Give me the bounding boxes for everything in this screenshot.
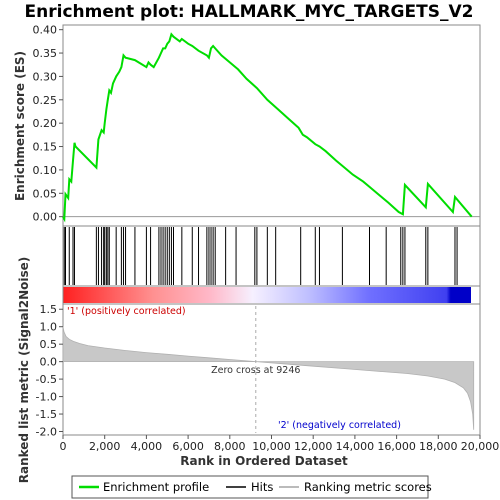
enrichment-profile-line: [62, 32, 473, 223]
ranked-metric-y-tick-label: -1.5: [36, 408, 57, 421]
enrichment-profile-series: [62, 32, 473, 223]
legend: Enrichment profile Hits Ranking metric s…: [71, 475, 432, 499]
ranked-metric-panel: 1.5 1.0 0.5 0.0 -0.5 -1.0 -1.5 -2.0 0 2,000 4,000…: [17, 257, 499, 484]
hits-panel: [62, 225, 481, 287]
zero-cross-label: Zero cross at 9246: [211, 365, 300, 376]
ranked-metric-x-ticks: 0 2,000 4,000 6,000 8,000 10,000 12,000 14,000 1…: [60, 435, 500, 453]
enrichment-y-tick-label: 0.35: [33, 47, 58, 60]
hit-markers: [63, 227, 458, 285]
ranked-metric-y-tick-label: -1.0: [36, 391, 57, 404]
x-tick-label: 10,000: [252, 440, 291, 453]
enrichment-y-tick-label: 0.30: [33, 70, 58, 83]
enrichment-y-tick-label: 0.05: [33, 187, 58, 200]
x-tick-label: 4,000: [131, 440, 163, 453]
ranked-metric-y-ticks: 1.5 1.0 0.5 0.0 -0.5 -1.0 -1.5 -2.0: [36, 303, 63, 439]
enrichment-y-axis-label: Enrichment score (ES): [13, 51, 27, 201]
ranked-metric-y-tick-label: 0.0: [40, 356, 58, 369]
enrichment-y-ticks: 0.00 0.05 0.10 0.15 0.20 0.25 0.30 0.35 0.40: [33, 24, 63, 224]
enrichment-panel: 0.00 0.05 0.10 0.15 0.20 0.25 0.30 0.35 0.40 Enr…: [13, 24, 481, 227]
x-tick-label: 12,000: [294, 440, 333, 453]
hits-plot-frame: [62, 225, 481, 287]
legend-frame: [71, 475, 429, 499]
ranked-metric-y-tick-label: 1.5: [40, 303, 58, 316]
enrichment-y-tick-label: 0.20: [33, 117, 58, 130]
negative-correlated-label: '2' (negatively correlated): [278, 420, 401, 431]
x-tick-label: 18,000: [419, 440, 458, 453]
enrichment-plot-frame: [62, 24, 481, 227]
x-tick-label: 2,000: [89, 440, 121, 453]
legend-enrichment-profile-label: Enrichment profile: [103, 480, 209, 494]
x-axis-label: Rank in Ordered Dataset: [180, 454, 348, 468]
rank-gradient-bar: [63, 287, 471, 303]
ranked-metric-y-tick-label: 1.0: [40, 321, 58, 334]
x-tick-label: 0: [60, 440, 67, 453]
x-tick-label: 8,000: [214, 440, 246, 453]
ranked-metric-y-axis-label: Ranked list metric (Signal2Noise): [17, 257, 31, 484]
x-tick-label: 6,000: [172, 440, 204, 453]
legend-ranking-metric-label: Ranking metric scores: [304, 480, 432, 494]
ranked-metric-y-tick-label: -2.0: [36, 426, 57, 439]
x-tick-label: 16,000: [377, 440, 416, 453]
legend-hits-label: Hits: [251, 480, 273, 494]
ranked-metric-y-tick-label: 0.5: [40, 338, 58, 351]
x-tick-label: 14,000: [336, 440, 375, 453]
enrichment-y-tick-label: 0.10: [33, 164, 58, 177]
enrichment-y-tick-label: 0.15: [33, 141, 58, 154]
chart-title: Enrichment plot: HALLMARK_MYC_TARGETS_V2: [25, 2, 474, 22]
enrichment-y-tick-label: 0.00: [33, 211, 58, 224]
enrichment-y-tick-label: 0.25: [33, 94, 58, 107]
ranked-metric-y-tick-label: -0.5: [36, 373, 57, 386]
positive-correlated-label: '1' (positively correlated): [67, 306, 186, 317]
x-tick-label: 20,000: [461, 440, 500, 453]
enrichment-y-tick-label: 0.40: [33, 24, 58, 37]
